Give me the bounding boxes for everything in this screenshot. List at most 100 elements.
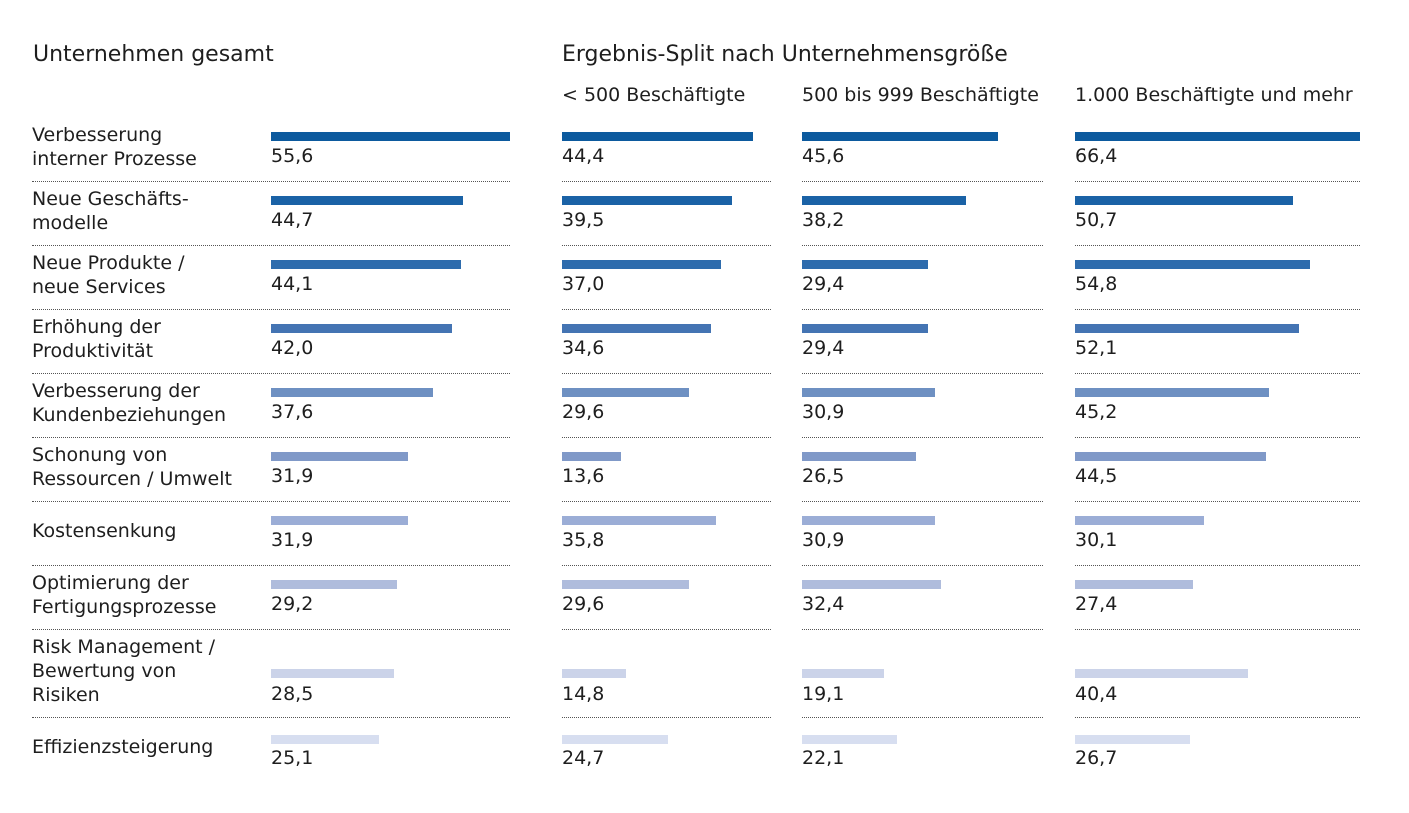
value-label: 50,7: [1075, 209, 1118, 231]
category-label-line: Optimierung der: [32, 572, 189, 594]
category-label-line: Neue Produkte /: [32, 252, 185, 274]
row-divider: [562, 717, 771, 718]
column-header-1: < 500 Beschäftigte: [562, 84, 746, 106]
value-label: 52,1: [1075, 337, 1118, 359]
category-label: Verbesserung interner Prozesse: [32, 123, 262, 171]
value-label: 39,5: [562, 209, 605, 231]
value-label: 32,4: [802, 593, 845, 615]
category-label-line: Schonung von: [32, 444, 168, 466]
value-label: 25,1: [271, 747, 314, 769]
category-label-line: Risiken: [32, 684, 100, 706]
row-divider: [562, 629, 771, 630]
bar-1-9: [562, 735, 668, 744]
row-divider: [562, 309, 771, 310]
bar-3-3: [1075, 324, 1299, 333]
bar-3-4: [1075, 388, 1269, 397]
section-title-total: Unternehmen gesamt: [33, 42, 274, 67]
bar-2-8: [802, 669, 884, 678]
value-label: 38,2: [802, 209, 845, 231]
category-label: Kostensenkung: [32, 519, 262, 543]
value-label: 19,1: [802, 683, 845, 705]
value-label: 29,2: [271, 593, 314, 615]
row-divider: [32, 717, 510, 718]
row-divider: [1075, 181, 1360, 182]
bar-2-6: [802, 516, 935, 525]
bar-1-2: [562, 260, 721, 269]
bar-0-4: [271, 388, 433, 397]
value-label: 44,5: [1075, 465, 1118, 487]
value-label: 28,5: [271, 683, 314, 705]
row-divider: [802, 437, 1043, 438]
value-label: 27,4: [1075, 593, 1118, 615]
row-divider: [32, 181, 510, 182]
row-divider: [32, 629, 510, 630]
row-divider: [802, 373, 1043, 374]
bar-1-5: [562, 452, 621, 461]
row-divider: [562, 373, 771, 374]
value-label: 40,4: [1075, 683, 1118, 705]
bar-1-7: [562, 580, 689, 589]
bar-1-1: [562, 196, 732, 205]
category-label-line: Neue Geschäfts-: [32, 188, 189, 210]
bar-0-6: [271, 516, 408, 525]
value-label: 45,2: [1075, 401, 1118, 423]
bar-1-8: [562, 669, 626, 678]
value-label: 35,8: [562, 529, 605, 551]
bar-3-2: [1075, 260, 1310, 269]
row-divider: [802, 629, 1043, 630]
category-label-line: Risk Management /: [32, 636, 216, 658]
category-label-line: Produktivität: [32, 340, 154, 362]
value-label: 29,6: [562, 401, 605, 423]
category-label: Verbesserung der Kundenbeziehungen: [32, 379, 262, 427]
row-divider: [1075, 501, 1360, 502]
value-label: 22,1: [802, 747, 845, 769]
value-label: 14,8: [562, 683, 605, 705]
section-title-split: Ergebnis-Split nach Unternehmensgröße: [562, 42, 1008, 67]
value-label: 24,7: [562, 747, 605, 769]
category-label: Erhöhung der Produktivität: [32, 315, 262, 363]
bar-3-8: [1075, 669, 1248, 678]
row-divider: [562, 565, 771, 566]
value-label: 37,6: [271, 401, 314, 423]
value-label: 45,6: [802, 145, 845, 167]
row-divider: [32, 373, 510, 374]
category-label-line: Bewertung von: [32, 660, 177, 682]
row-divider: [802, 245, 1043, 246]
value-label: 44,7: [271, 209, 314, 231]
value-label: 44,1: [271, 273, 314, 295]
bar-3-5: [1075, 452, 1266, 461]
bar-3-7: [1075, 580, 1193, 589]
bar-3-9: [1075, 735, 1190, 744]
row-divider: [32, 565, 510, 566]
row-divider: [562, 181, 771, 182]
category-label: Neue Geschäfts-modelle: [32, 187, 262, 235]
category-label: Risk Management / Bewertung von Risiken: [32, 635, 262, 707]
category-label-line: Ressourcen / Umwelt: [32, 468, 232, 490]
bar-2-9: [802, 735, 897, 744]
value-label: 55,6: [271, 145, 314, 167]
bar-3-6: [1075, 516, 1204, 525]
bar-2-2: [802, 260, 928, 269]
bar-2-3: [802, 324, 928, 333]
bar-0-9: [271, 735, 379, 744]
row-divider: [1075, 309, 1360, 310]
bar-1-4: [562, 388, 689, 397]
category-label-line: Effizienzsteigerung: [32, 736, 214, 758]
bar-1-3: [562, 324, 711, 333]
category-label-line: modelle: [32, 212, 109, 234]
category-label: Schonung von Ressourcen / Umwelt: [32, 443, 262, 491]
bar-0-1: [271, 196, 463, 205]
category-label: Effizienzsteigerung: [32, 735, 262, 759]
bar-2-0: [802, 132, 998, 141]
value-label: 34,6: [562, 337, 605, 359]
bar-3-1: [1075, 196, 1293, 205]
value-label: 37,0: [562, 273, 605, 295]
category-label-line: neue Services: [32, 276, 166, 298]
value-label: 54,8: [1075, 273, 1118, 295]
category-label: Neue Produkte / neue Services: [32, 251, 262, 299]
bar-0-3: [271, 324, 452, 333]
category-label-line: Kundenbeziehungen: [32, 404, 226, 426]
value-label: 31,9: [271, 465, 314, 487]
row-divider: [1075, 437, 1360, 438]
row-divider: [1075, 565, 1360, 566]
